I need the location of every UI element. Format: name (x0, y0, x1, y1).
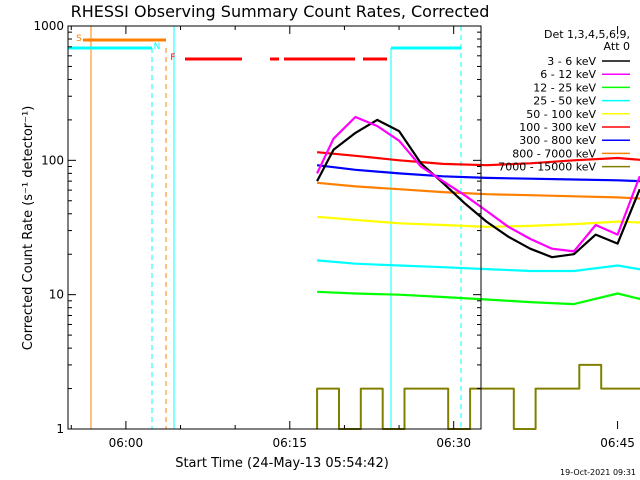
legend-label: 6 - 12 keV (540, 68, 596, 81)
legend-label: 12 - 25 keV (533, 81, 596, 94)
legend-entry: 7000 - 15000 keV (498, 161, 630, 174)
series-line (316, 118, 640, 259)
legend-label: 25 - 50 keV (533, 95, 596, 108)
y-axis-label: Corrected Count Rate (s⁻¹ detector⁻¹) (21, 106, 36, 351)
flag-label: S (76, 34, 82, 44)
legend-entry: 300 - 800 keV (519, 134, 630, 147)
series-layer (316, 115, 640, 430)
series-line (316, 363, 640, 430)
flag-label: N (154, 42, 161, 52)
legend-entry: 100 - 300 keV (519, 121, 630, 134)
series-line (316, 181, 640, 200)
attenuator-flags: S NF (68, 26, 462, 429)
legend-entry: 800 - 7000 keV (512, 147, 630, 160)
series-line (317, 259, 640, 273)
footer-timestamp: 19-Oct-2021 09:31 (560, 468, 636, 477)
y-tick-label: 100 (41, 153, 64, 167)
x-tick-label: 06:45 (600, 436, 635, 450)
y-tick-label: 10 (49, 288, 64, 302)
series-line (317, 215, 640, 228)
legend-entry: 50 - 100 keV (526, 108, 630, 121)
series-line (316, 151, 640, 167)
legend-entry: 12 - 25 keV (533, 81, 630, 94)
y-tick-label: 1 (56, 422, 64, 436)
legend-entry: 25 - 50 keV (533, 95, 630, 108)
series-line (317, 290, 640, 306)
legend-label: 50 - 100 keV (526, 108, 596, 121)
legend-label: 300 - 800 keV (519, 134, 596, 147)
y-tick-label: 1000 (33, 19, 64, 33)
legend-label: 7000 - 15000 keV (498, 161, 596, 174)
legend-label: 100 - 300 keV (519, 121, 596, 134)
legend-label: 3 - 6 keV (547, 55, 596, 68)
legend-header-line-2: Att 0 (604, 40, 630, 53)
x-axis-label: Start Time (24-May-13 05:54:42) (175, 456, 389, 471)
x-tick-label: 06:00 (109, 436, 144, 450)
y-axis: 1 10 100 1000 (33, 19, 481, 436)
flag-label: F (170, 53, 175, 63)
legend-label: 800 - 7000 keV (512, 147, 596, 160)
x-tick-label: 06:30 (436, 436, 471, 450)
series-line (316, 164, 640, 183)
x-tick-label: 06:15 (272, 436, 307, 450)
legend-header-line-1: Det 1,3,4,5,6,9, (544, 28, 630, 41)
legend-entry: 3 - 6 keV (547, 55, 630, 68)
series-line (316, 115, 640, 253)
legend-entry: 6 - 12 keV (540, 68, 630, 81)
plot-frame (67, 25, 482, 430)
chart-title: RHESSI Observing Summary Count Rates, Co… (71, 2, 490, 21)
